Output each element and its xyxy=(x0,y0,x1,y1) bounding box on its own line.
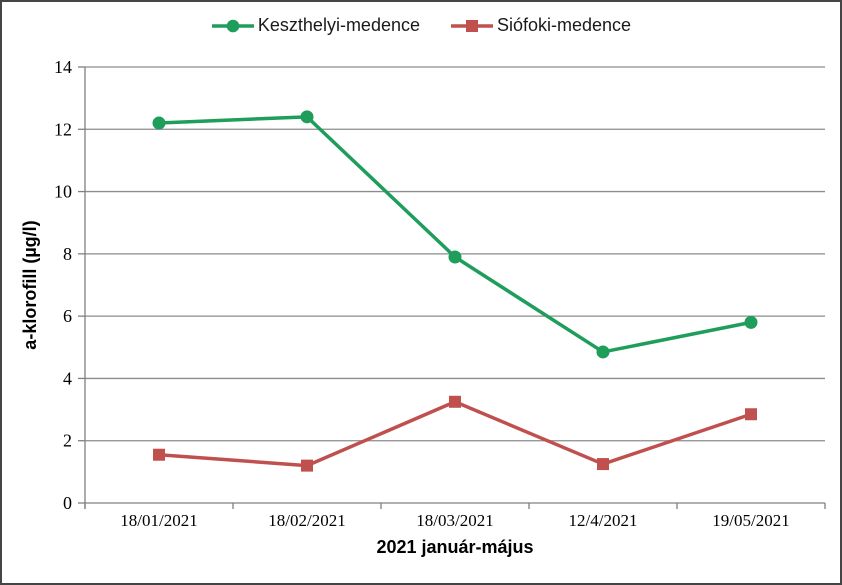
svg-text:19/05/2021: 19/05/2021 xyxy=(712,511,789,530)
svg-text:6: 6 xyxy=(63,306,72,326)
svg-text:18/03/2021: 18/03/2021 xyxy=(416,511,493,530)
svg-text:14: 14 xyxy=(54,57,72,77)
svg-text:10: 10 xyxy=(54,182,72,202)
green-line-circle-marker-icon xyxy=(211,19,254,32)
svg-text:4: 4 xyxy=(63,368,72,388)
svg-text:2021 január-május: 2021 január-május xyxy=(376,537,533,557)
svg-text:8: 8 xyxy=(63,244,72,264)
svg-text:a-klorofill (µg/l): a-klorofill (µg/l) xyxy=(20,220,40,349)
chart-legend: Keszthelyi-medence Siófoki-medence xyxy=(2,15,840,36)
svg-text:12/4/2021: 12/4/2021 xyxy=(569,511,638,530)
legend-label-siofoki-medence: Siófoki-medence xyxy=(497,15,632,35)
svg-text:18/02/2021: 18/02/2021 xyxy=(268,511,345,530)
legend-item-siofoki-medence: Siófoki-medence xyxy=(450,15,631,36)
svg-text:0: 0 xyxy=(63,493,72,513)
legend-label-keszthelyi-medence: Keszthelyi-medence xyxy=(257,15,420,35)
svg-text:12: 12 xyxy=(54,119,72,139)
legend-item-keszthelyi-medence: Keszthelyi-medence xyxy=(211,15,420,36)
red-line-square-marker-icon xyxy=(451,19,493,32)
svg-text:18/01/2021: 18/01/2021 xyxy=(120,511,197,530)
svg-text:2: 2 xyxy=(63,431,72,451)
